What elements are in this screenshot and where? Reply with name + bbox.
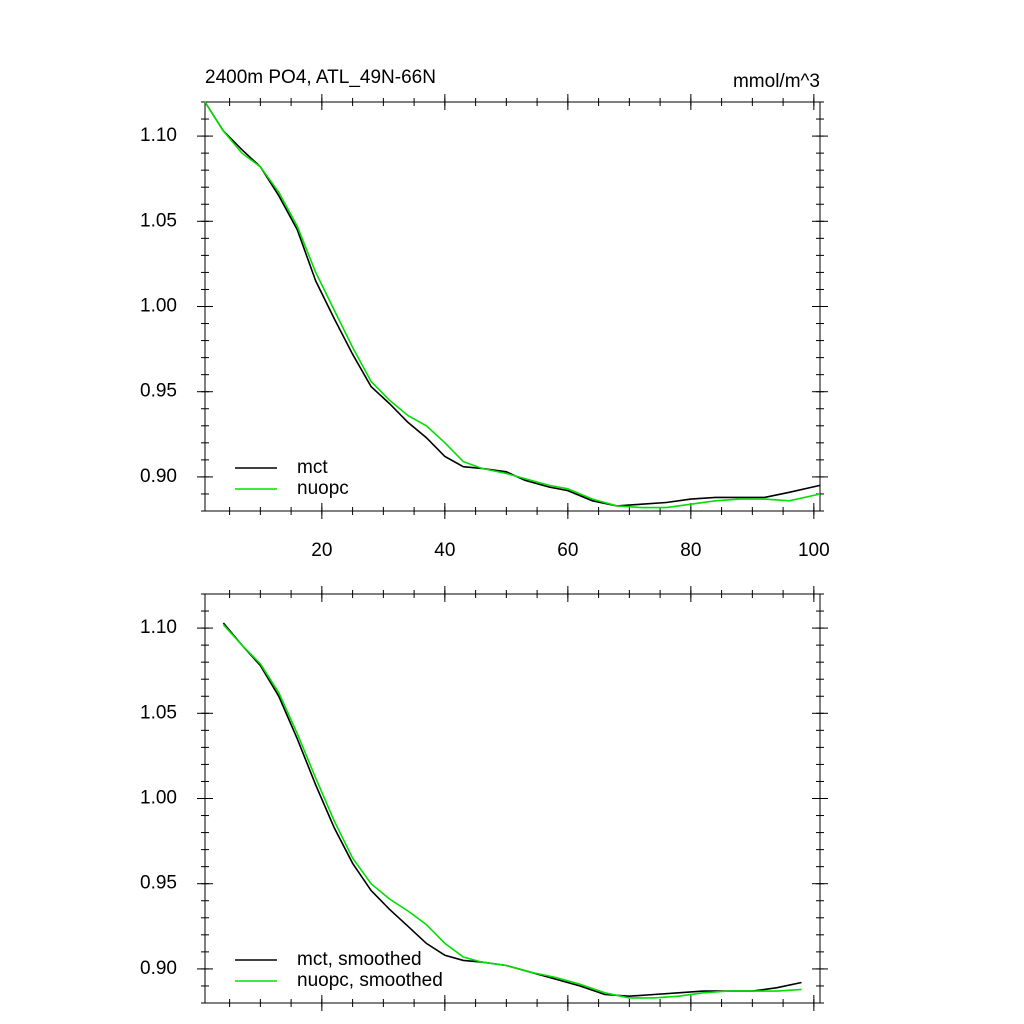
y-tick-label: 1.00 bbox=[140, 296, 177, 317]
x-tick-label: 40 bbox=[434, 540, 455, 561]
y-tick-label: 1.05 bbox=[140, 210, 177, 231]
plot-frame bbox=[204, 101, 821, 512]
legend-label: mct, smoothed bbox=[297, 949, 422, 970]
plot-frame bbox=[204, 593, 821, 1004]
data-line bbox=[204, 101, 821, 507]
x-tick-label: 80 bbox=[680, 540, 701, 561]
y-tick-label: 1.05 bbox=[140, 702, 177, 723]
data-line bbox=[222, 624, 802, 999]
data-line bbox=[204, 101, 821, 509]
y-tick-label: 0.90 bbox=[140, 466, 177, 487]
x-tick-label: 20 bbox=[311, 540, 332, 561]
legend-label: mct bbox=[297, 457, 328, 478]
chart-title: 2400m PO4, ATL_49N-66N bbox=[205, 67, 436, 88]
y-tick-label: 1.10 bbox=[140, 125, 177, 146]
y-tick-label: 0.95 bbox=[140, 381, 177, 402]
y-tick-label: 1.00 bbox=[140, 788, 177, 809]
x-tick-label: 100 bbox=[798, 540, 830, 561]
y-tick-label: 0.95 bbox=[140, 873, 177, 894]
y-tick-label: 1.10 bbox=[140, 617, 177, 638]
data-line bbox=[222, 622, 802, 998]
x-tick-label: 60 bbox=[557, 540, 578, 561]
legend-label: nuopc, smoothed bbox=[297, 970, 443, 991]
units-label: mmol/m^3 bbox=[733, 71, 820, 92]
legend-label: nuopc bbox=[297, 478, 349, 499]
y-tick-label: 0.90 bbox=[140, 958, 177, 979]
